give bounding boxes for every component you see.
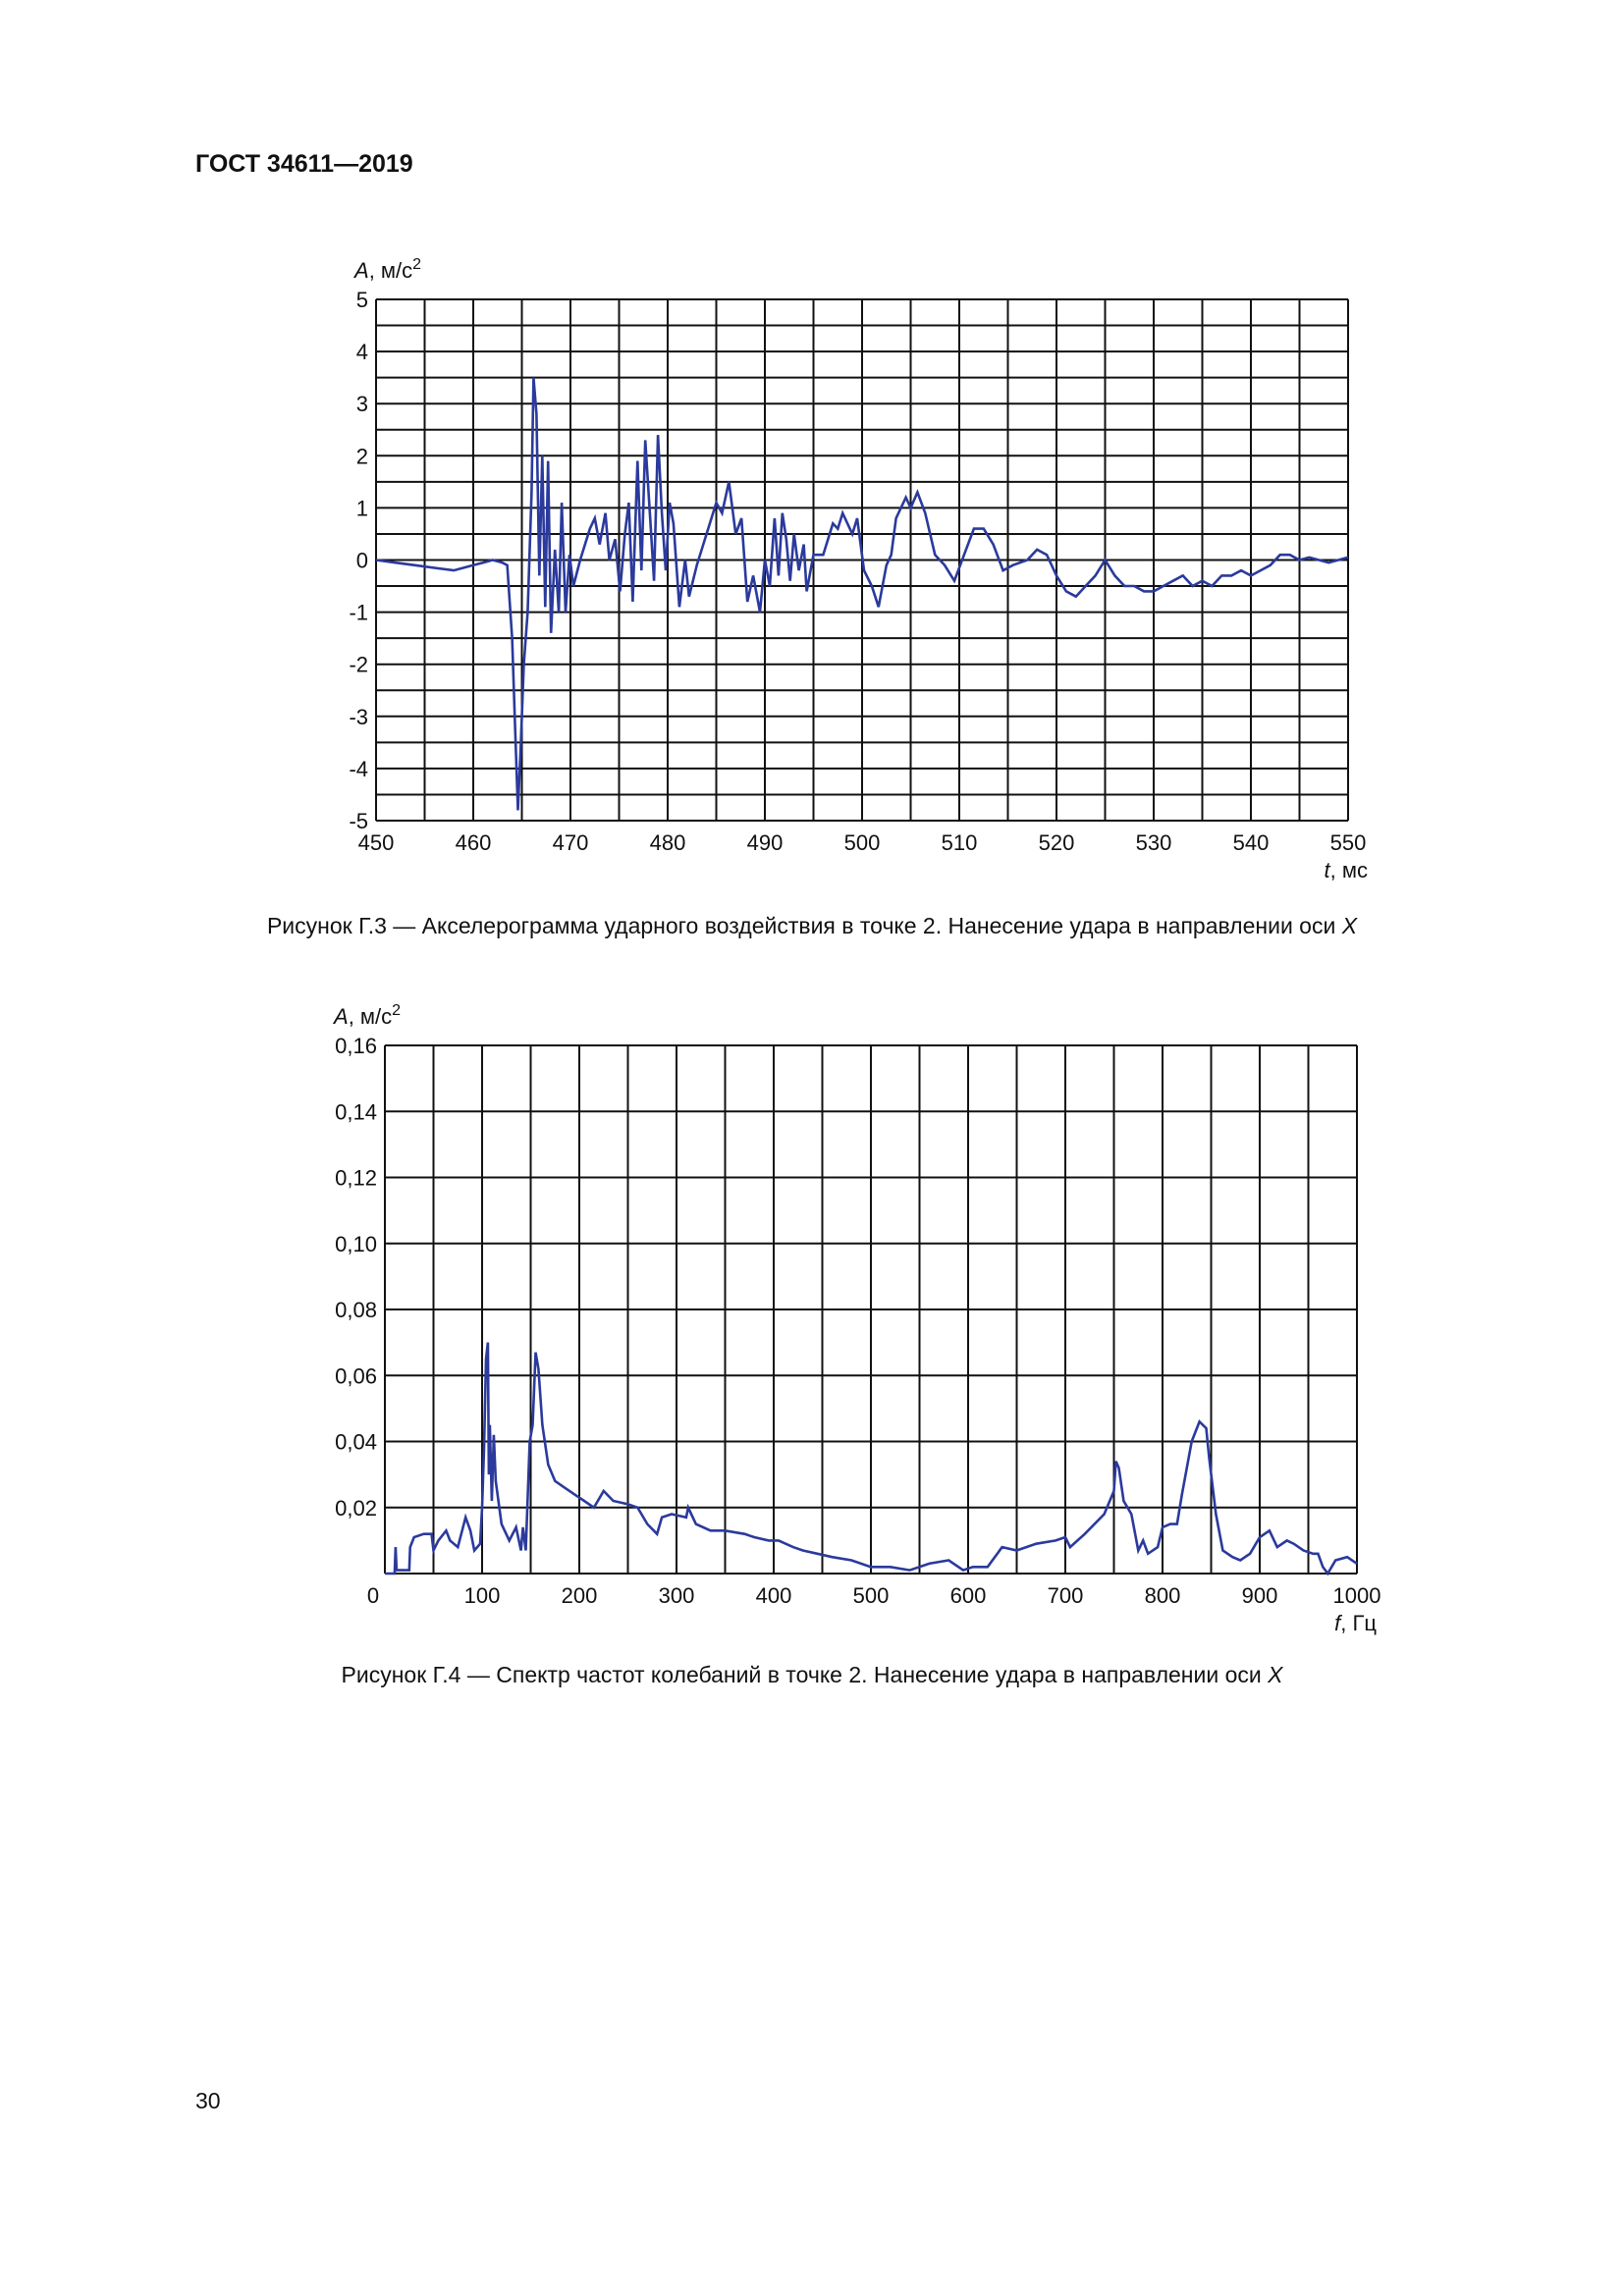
series-line [375, 377, 1349, 811]
x-tick-label: 800 [1145, 1583, 1181, 1608]
caption-text: Рисунок Г.4 — Спектр частот колебаний в … [341, 1662, 1269, 1687]
y-axis-unit: , м/с [349, 1004, 392, 1029]
y-axis-var: A [352, 258, 369, 283]
y-tick-label: -4 [349, 757, 368, 781]
x-tick-label: 400 [756, 1583, 792, 1608]
y-tick-label: -5 [349, 809, 368, 833]
y-tick-label: 0,14 [335, 1099, 377, 1124]
chart-accelerogram: 450 460 470 480 490 500 510 520 530 540 550 5 4 3 2 1 0 -… [349, 256, 1368, 882]
figure-caption-g3: Рисунок Г.3 — Акселерограмма ударного во… [0, 913, 1624, 939]
x-tick-label: 550 [1330, 830, 1367, 855]
y-tick-label: 3 [356, 392, 368, 416]
y-tick-label: -1 [349, 601, 368, 625]
x-tick-label: 700 [1048, 1583, 1084, 1608]
x-axis-var: t [1325, 858, 1331, 882]
y-tick-label: 0,10 [335, 1232, 377, 1256]
y-tick-label: 0,16 [335, 1034, 377, 1058]
x-tick-label: 490 [747, 830, 784, 855]
caption-axis: X [1341, 913, 1358, 938]
y-tick-label: -2 [349, 653, 368, 677]
x-axis-unit: , мс [1330, 858, 1368, 882]
y-tick-label: 0 [356, 549, 368, 573]
y-tick-label: 4 [356, 340, 368, 364]
y-tick-label: 0,06 [335, 1363, 377, 1388]
y-tick-label: -3 [349, 705, 368, 729]
y-tick-label: 1 [356, 496, 368, 520]
y-tick-label: 0,02 [335, 1496, 377, 1521]
x-tick-label: 480 [650, 830, 686, 855]
y-axis-unit: , м/с [369, 258, 412, 283]
y-axis-exponent: 2 [392, 1002, 401, 1019]
x-axis-var: f [1334, 1611, 1343, 1635]
x-tick-label: 510 [942, 830, 978, 855]
caption-axis: X [1268, 1662, 1283, 1687]
page-number: 30 [195, 2088, 221, 2113]
x-tick-label: 100 [464, 1583, 501, 1608]
y-tick-label: 0,08 [335, 1298, 377, 1322]
x-tick-label: 450 [358, 830, 395, 855]
x-tick-label: 0 [367, 1583, 379, 1608]
y-tick-label: 0,12 [335, 1166, 377, 1191]
y-axis-exponent: 2 [412, 256, 421, 273]
x-tick-label: 520 [1039, 830, 1075, 855]
x-tick-label: 470 [553, 830, 589, 855]
y-axis-label: A, м/с2 [332, 1002, 401, 1029]
x-tick-label: 600 [950, 1583, 987, 1608]
x-tick-label: 1000 [1333, 1583, 1381, 1608]
series-line [385, 1342, 1358, 1576]
y-tick-label: 5 [356, 288, 368, 312]
y-tick-label: 0,04 [335, 1430, 377, 1455]
y-axis-label: A, м/с2 [352, 256, 421, 283]
x-tick-label: 500 [853, 1583, 890, 1608]
figure-caption-g4: Рисунок Г.4 — Спектр частот колебаний в … [0, 1662, 1624, 1688]
caption-text: Рисунок Г.3 — Акселерограмма ударного во… [266, 913, 1342, 938]
document-header: ГОСТ 34611—2019 [195, 150, 413, 178]
x-tick-label: 900 [1242, 1583, 1278, 1608]
y-axis-var: A [332, 1004, 349, 1029]
x-tick-label: 460 [456, 830, 492, 855]
x-tick-label: 200 [562, 1583, 598, 1608]
x-tick-label: 540 [1233, 830, 1270, 855]
x-axis-unit: , Гц [1340, 1611, 1377, 1635]
x-tick-label: 500 [844, 830, 881, 855]
y-tick-label: 2 [356, 444, 368, 468]
x-tick-label: 300 [659, 1583, 695, 1608]
x-tick-label: 530 [1136, 830, 1172, 855]
x-axis-label: t, мс [1325, 858, 1368, 882]
x-axis-label: f, Гц [1334, 1611, 1377, 1635]
chart-frequency-spectrum: 0 100 200 300 400 500 600 700 800 900 1000 0,16 0,14… [332, 1002, 1380, 1635]
